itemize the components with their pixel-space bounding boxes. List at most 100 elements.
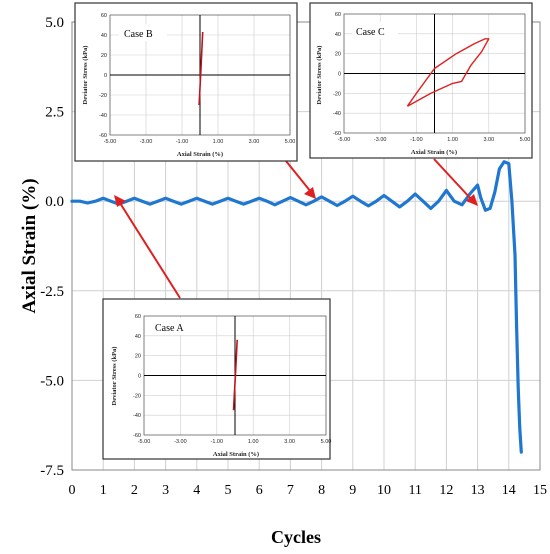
inset-case-c-y-ticks: 60 40 20 0 -20 -40 -60: [333, 12, 341, 137]
arrow-case-a-shaft: [119, 202, 181, 299]
inset-case-b-series: [198, 31, 204, 106]
y-tick-label: -7.5: [40, 463, 64, 479]
y-tick-label: 0.0: [45, 194, 64, 210]
inset-x-tick-label: -3.00: [374, 137, 387, 143]
inset-x-tick-label: 1.00: [213, 139, 224, 145]
inset-x-tick-label: 5.00: [285, 139, 296, 145]
inset-y-tick-label: -20: [99, 93, 107, 99]
arrow-case-c-shaft: [433, 158, 473, 201]
x-tick-label: 5: [225, 483, 232, 498]
x-tick-label: 3: [162, 483, 169, 498]
inset-case-c-frame: [309, 2, 533, 159]
inset-y-tick-label: -60: [133, 433, 141, 439]
inset-case-b-label: Case B: [124, 29, 153, 40]
inset-case-c-x-ticks: -5.00 -3.00 -1.00 1.00 3.00 5.00: [338, 137, 531, 143]
inset-case-a-x-ticks: -5.00 -3.00 -1.00 1.00 3.00 5.00: [138, 439, 332, 445]
inset-case-c-series: [406, 38, 490, 107]
x-tick-label: 6: [256, 483, 263, 498]
inset-y-tick-label: 60: [135, 314, 141, 320]
inset-x-tick-label: 5.00: [321, 439, 332, 445]
inset-case-a-ylabel: Deviator Stress (kPa): [111, 347, 118, 406]
x-axis-title: Cycles: [271, 527, 321, 547]
y-axis-title: Axial Strain (%): [19, 178, 40, 313]
x-tick-label: 13: [471, 483, 485, 498]
inset-y-tick-label: -20: [133, 393, 141, 399]
x-tick-label: 11: [408, 483, 421, 498]
x-tick-label: 14: [502, 483, 516, 498]
inset-y-tick-label: 0: [138, 374, 141, 380]
arrow-case-b-head: [304, 187, 316, 199]
inset-case-c-ylabel: Deviator Stress (kPa): [316, 46, 323, 105]
inset-x-tick-label: -5.00: [104, 139, 117, 145]
inset-case-b-xlabel: Axial Strain (%): [177, 151, 223, 158]
inset-y-tick-label: 40: [101, 33, 107, 39]
inset-case-c-grid: [343, 13, 526, 134]
inset-y-tick-label: -40: [333, 111, 341, 117]
inset-y-tick-label: -60: [333, 131, 341, 137]
inset-y-tick-label: 0: [104, 73, 107, 79]
inset-case-a-label-box: [150, 318, 198, 335]
axial-strain-series-line: [70, 160, 523, 454]
y-tick-label: 2.5: [45, 105, 64, 121]
inset-case-b-frame: [74, 2, 298, 162]
inset-x-tick-label: 1.00: [248, 439, 259, 445]
x-tick-label: 12: [439, 483, 453, 498]
x-tick-labels: 0 1 2 3 4 5 6 7 8 9 10 11 12 13 14 15: [69, 483, 548, 498]
inset-case-c-label-box: [352, 22, 398, 39]
x-tick-label: 4: [193, 483, 200, 498]
inset-x-tick-label: -1.00: [410, 137, 423, 143]
inset-x-tick-label: 3.00: [284, 439, 295, 445]
x-tick-label: 9: [349, 483, 356, 498]
arrow-case-a-head: [114, 195, 126, 207]
x-tick-label: 7: [287, 483, 294, 498]
inset-case-c-label: Case C: [356, 27, 385, 38]
plot-area-frame: [71, 21, 541, 471]
inset-x-tick-label: 3.00: [483, 137, 494, 143]
x-tick-label: 1: [100, 483, 107, 498]
inset-case-b-label-box: [119, 24, 167, 41]
inset-y-tick-label: 40: [335, 32, 341, 38]
inset-y-tick-label: -20: [333, 91, 341, 97]
inset-y-tick-label: 20: [101, 53, 107, 59]
inset-case-b-x-ticks: -5.00 -3.00 -1.00 1.00 3.00 5.00: [104, 139, 296, 145]
arrow-case-b-shaft: [285, 160, 312, 193]
inset-x-tick-label: -1.00: [176, 139, 189, 145]
inset-x-tick-label: -1.00: [211, 439, 224, 445]
inset-case-a-series: [232, 339, 238, 411]
inset-y-tick-label: 60: [335, 12, 341, 18]
inset-case-a-label: Case A: [155, 323, 184, 334]
inset-y-tick-label: -40: [99, 113, 107, 119]
y-tick-label: -2.5: [40, 284, 64, 300]
inset-y-tick-label: 0: [338, 72, 341, 78]
inset-y-tick-label: 60: [101, 13, 107, 19]
inset-x-tick-label: 3.00: [249, 139, 260, 145]
inset-case-b-y-ticks: 60 40 20 0 -20 -40 -60: [99, 13, 107, 139]
arrow-case-c-head: [466, 194, 478, 206]
inset-y-tick-label: -40: [133, 413, 141, 419]
inset-y-tick-label: 20: [135, 354, 141, 360]
x-tick-label: 15: [533, 483, 547, 498]
y-tick-label: 5.0: [45, 15, 64, 31]
inset-x-tick-label: -3.00: [174, 439, 187, 445]
inset-x-tick-label: 5.00: [520, 137, 531, 143]
inset-case-a-xlabel: Axial Strain (%): [213, 451, 259, 458]
inset-y-tick-label: 40: [135, 334, 141, 340]
x-tick-label: 8: [318, 483, 325, 498]
inset-case-a-y-ticks: 60 40 20 0 -20 -40 -60: [133, 314, 141, 439]
inset-x-tick-label: -5.00: [138, 439, 151, 445]
inset-case-c-xlabel: Axial Strain (%): [411, 149, 457, 156]
inset-case-c: 60 40 20 0 -20 -40 -60 -5.00 -3.00 -1.00 1.00 3.00…: [309, 2, 533, 159]
x-tick-label: 2: [131, 483, 138, 498]
inset-case-b-ylabel: Deviator Stress (kPa): [82, 46, 89, 105]
y-tick-labels: 5.0 2.5 0.0 -2.5 -5.0 -7.5: [40, 15, 64, 479]
inset-case-a: 60 40 20 0 -20 -40 -60 -5.00 -3.00 -1.00 1.00 3.00…: [102, 298, 332, 460]
inset-x-tick-label: -3.00: [140, 139, 153, 145]
inset-case-b: 60 40 20 0 -20 -40 -60 -5.00 -3.00 -1.00 1.00 3.00…: [74, 2, 298, 162]
x-tick-label: 0: [69, 483, 76, 498]
inset-x-tick-label: -5.00: [338, 137, 351, 143]
inset-y-tick-label: -60: [99, 133, 107, 139]
inset-y-tick-label: 20: [335, 52, 341, 58]
y-tick-label: -5.0: [40, 373, 64, 389]
x-tick-label: 10: [377, 483, 391, 498]
